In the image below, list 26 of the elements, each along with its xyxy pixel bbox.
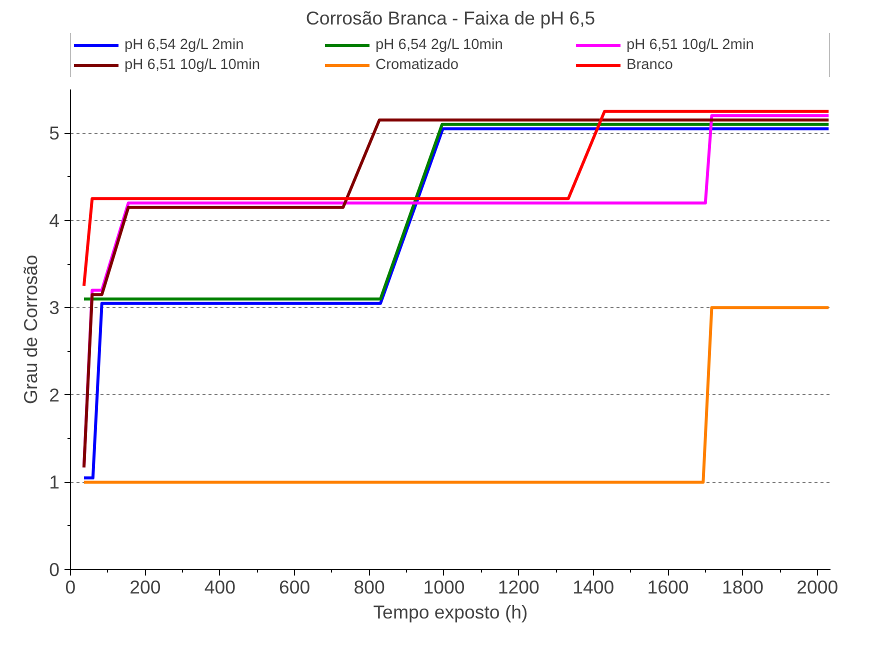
x-tick-label: 1800 [722, 576, 764, 598]
x-tick-label: 1000 [423, 576, 465, 598]
x-tick-label: 400 [204, 576, 236, 598]
x-tick-label: 1600 [647, 576, 689, 598]
y-tick-label: 2 [49, 384, 60, 406]
y-axis-title: Grau de Corrosão [20, 254, 42, 404]
x-tick-label: 600 [279, 576, 310, 598]
x-tick-label: 2000 [796, 576, 838, 598]
y-tick-label: 1 [49, 472, 60, 493]
legend-label: pH 6,51 10g/L 10min [124, 57, 262, 73]
chart-title: Corrosão Branca - Faixa de pH 6,5 [306, 8, 596, 28]
x-tick-label: 0 [65, 576, 76, 598]
y-tick-label: 0 [49, 559, 60, 580]
x-tick-label: 800 [354, 576, 385, 598]
legend-label: pH 6,54 2g/L 10min [376, 37, 504, 53]
y-tick-label: 5 [49, 122, 60, 144]
legend-label: pH 6,51 10g/L 2min [626, 37, 755, 53]
legend-label: pH 6,54 2g/L 2min [124, 37, 245, 53]
x-tick-label: 1400 [572, 576, 614, 598]
y-tick-label: 3 [49, 297, 60, 318]
x-axis-title: Tempo exposto (h) [373, 602, 528, 622]
y-tick-label: 4 [49, 210, 60, 231]
legend-label: Branco [626, 57, 674, 73]
legend-label: Cromatizado [376, 57, 460, 73]
x-tick-label: 200 [130, 576, 161, 598]
x-tick-label: 1200 [498, 576, 540, 598]
